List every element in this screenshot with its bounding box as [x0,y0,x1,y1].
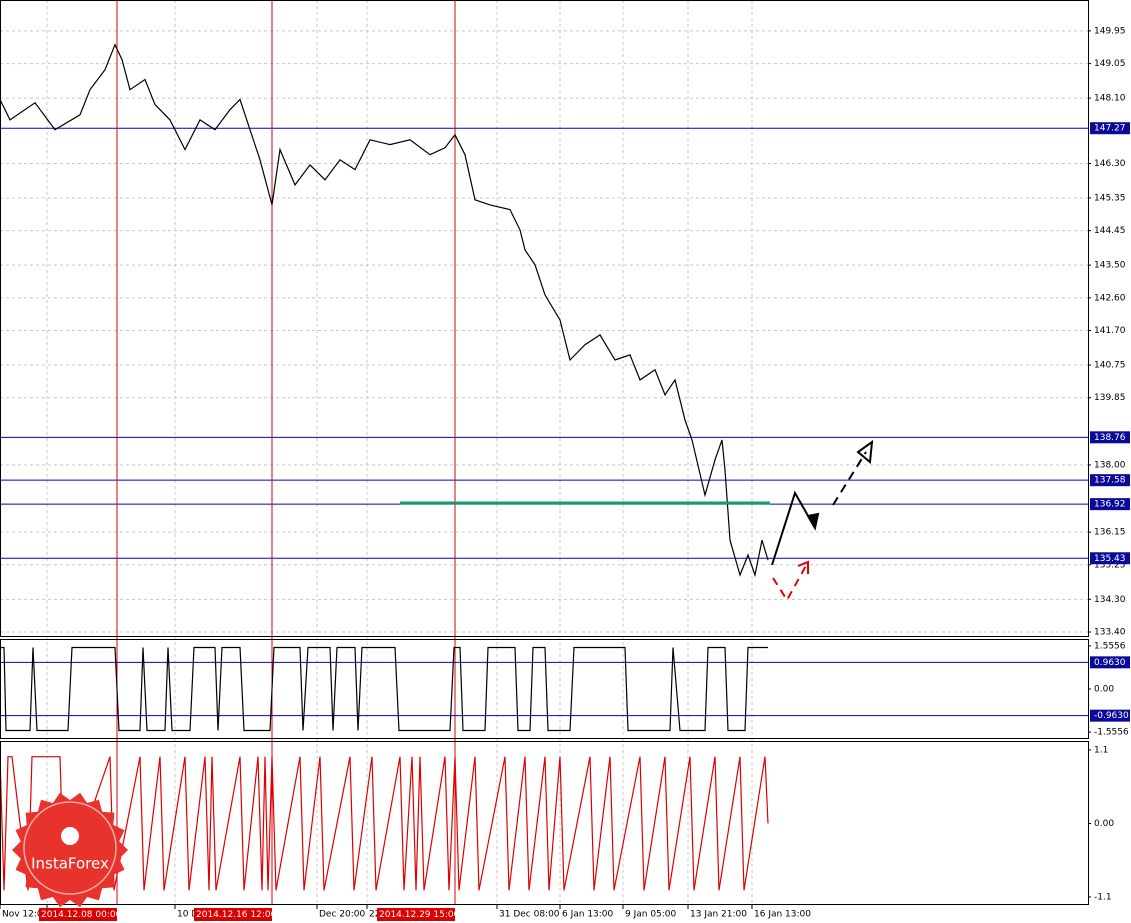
forecast-dashed [832,451,867,506]
arrow-head [856,439,874,464]
x-tick-label: Dec 20:00 [319,910,365,920]
y-tick-label: 144.45 [1094,226,1126,236]
marker-box [39,908,117,921]
level-label: 135.43 [1094,554,1126,564]
watermark-text: InstaForex [31,855,109,873]
marker-box [194,908,272,921]
x-tick-label: 16 Jan 13:00 [754,910,811,920]
y-tick-label: 148.10 [1094,94,1126,104]
level-box [1090,498,1130,511]
y-tick-label: 142.60 [1094,293,1126,303]
alt-forecast [772,560,809,602]
y-tick-label: 0.00 [1094,685,1114,695]
level-label: 138.76 [1094,433,1126,443]
arrow-head [806,512,820,531]
y-tick-label: 1.1 [1094,746,1108,756]
y-tick-label: 134.30 [1094,595,1126,605]
watermark: InstaForex [12,792,128,908]
marker-label: 2014.12.29 15:00 [379,910,460,920]
level-label: 0.9630 [1094,658,1126,668]
level-label: 136.92 [1094,500,1126,510]
y-tick-label: 149.95 [1094,26,1126,36]
level-label: -0.9630 [1094,711,1129,721]
badge-ring [23,801,117,895]
series-line [0,43,769,578]
y-tick-label: 146.30 [1094,159,1126,169]
level-box [1090,552,1130,565]
marker-label: 2014.12.08 00:00 [41,910,122,920]
level-box [1090,122,1130,135]
main-frame [0,0,1089,637]
y-tick-label: 140.75 [1094,361,1126,371]
x-tick-label: 31 Dec 08:00 [499,910,560,920]
x-tick-label: 6 Jan 13:00 [562,910,614,920]
y-tick-label: 1.5556 [1094,641,1126,651]
x-tick-label: Nov 12:00 [2,910,49,920]
y-tick-label: 135.25 [1094,560,1126,570]
y-tick-label: 143.50 [1094,261,1126,271]
x-tick-label: 9 Jan 05:00 [625,910,677,920]
level-box [1090,431,1130,444]
forecast-arrow [771,439,874,566]
badge [12,792,128,908]
series-line [0,646,768,732]
level-box [1090,474,1130,487]
y-tick-label: 138.00 [1094,460,1126,470]
y-tick-label: 145.35 [1094,193,1126,203]
grid-layer [0,0,1088,905]
y-tick-label: 149.05 [1094,59,1126,69]
y-tick-label: 139.85 [1094,393,1126,403]
y-tick-label: -1.1 [1094,892,1112,902]
level-label: 137.58 [1094,476,1126,486]
series-line [0,756,769,891]
alt-head [797,560,809,574]
y-tick-label: 133.40 [1094,628,1126,638]
label-layer: 133.40 134.30 135.25 136.15 138.00 139.85 140.… [0,26,1130,921]
level-label: 147.27 [1094,124,1126,134]
y-tick-label: -1.5556 [1094,728,1129,738]
marker-label: 2014.12.16 12:00 [196,910,277,920]
marker-box [377,908,455,921]
level-box [1090,656,1130,669]
y-tick-label: 136.15 [1094,528,1126,538]
logo-icon [61,827,79,845]
panel-frames [0,0,1089,905]
y-tick-label: 141.70 [1094,326,1126,336]
x-tick-label: 13 Jan 21:00 [690,910,747,920]
y-tick-label: 0.00 [1094,819,1114,829]
level-box [1090,709,1130,722]
